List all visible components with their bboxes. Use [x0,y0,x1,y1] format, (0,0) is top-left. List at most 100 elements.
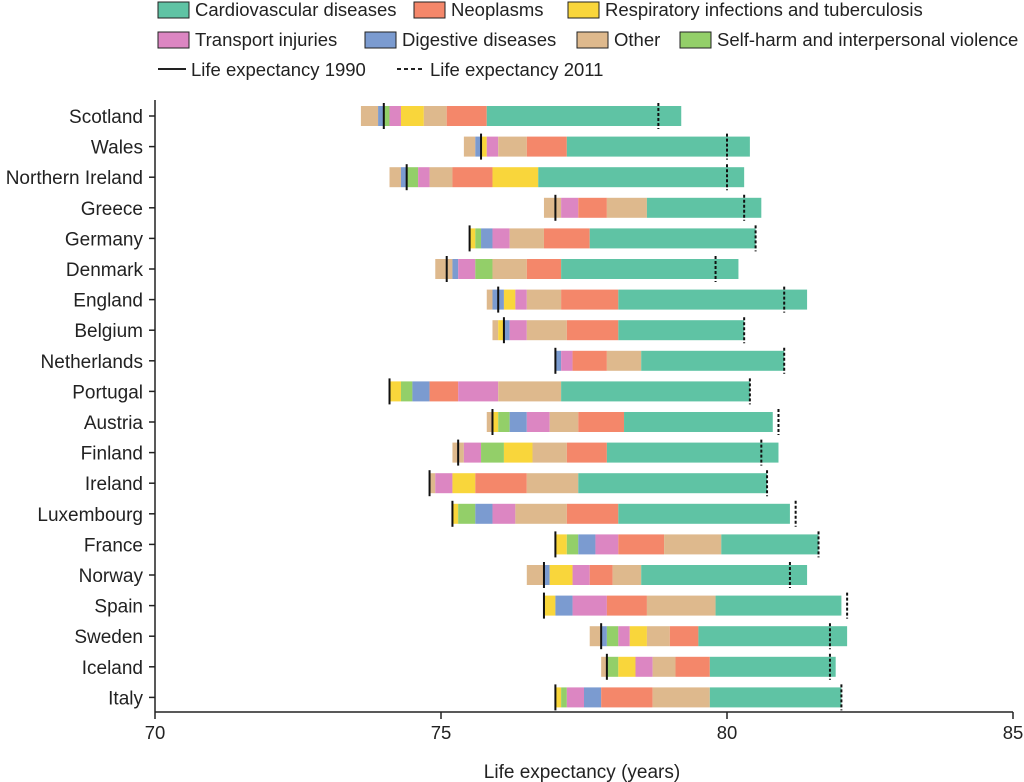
bar-iceland-respiratory-infections-and-tuberculosis-2 [618,656,636,677]
bar-germany-other-4 [509,228,544,249]
bar-greece-other-3 [606,197,647,218]
bar-austria-respiratory-infections-and-tuberculosis-1 [492,412,499,432]
category-label-iceland: Iceland [82,658,143,679]
bar-belgium-other-0 [492,320,499,341]
bar-germany-digestive-diseases-2 [481,228,493,249]
row-greece: Greece [81,194,762,221]
bar-austria-neoplasms-6 [578,412,625,432]
bar-finland-neoplasms-5 [566,442,607,463]
bar-luxembourg-other-4 [515,503,567,524]
bar-germany-self-harm-and-interpersonal-violence-1 [475,228,482,249]
row-sweden: Sweden [74,623,848,650]
bar-greece-other-0 [543,197,562,218]
category-label-austria: Austria [84,413,144,434]
legend: Cardiovascular diseases Neoplasms Respirat… [157,0,1018,80]
bar-france-cardiovascular-diseases-6 [721,534,819,555]
bar-greece-cardiovascular-diseases-4 [646,197,762,218]
bar-denmark-transport-injuries-2 [458,259,476,279]
bar-spain-neoplasms-3 [606,595,647,616]
bar-belgium-transport-injuries-3 [509,320,527,341]
bar-italy-cardiovascular-diseases-6 [709,687,842,708]
bar-sweden-digestive-diseases-1 [601,626,607,647]
row-england: England [73,286,808,313]
bar-norway-other-5 [612,565,642,585]
bar-germany-respiratory-infections-and-tuberculosis-0 [469,228,476,249]
category-label-france: France [84,535,143,556]
bar-iceland-self-harm-and-interpersonal-violence-1 [606,656,619,677]
bar-wales-cardiovascular-diseases-6 [566,136,750,157]
bar-spain-other-4 [646,595,716,616]
bar-greece-neoplasms-2 [578,197,607,218]
bar-italy-self-harm-and-interpersonal-violence-1 [561,687,567,708]
bar-portugal-cardiovascular-diseases-6 [561,381,750,402]
bar-iceland-transport-injuries-3 [635,656,653,677]
bar-scotland-other-5 [423,106,447,126]
bars: Scotland Wales Northern Ireland Greece Germa… [6,103,849,711]
legend-swatch-cardiovascular-diseases [157,1,190,19]
bar-italy-transport-injuries-2 [566,687,584,708]
bar-france-transport-injuries-3 [595,534,619,555]
bar-belgium-respiratory-infections-and-tuberculosis-1 [498,320,504,341]
bar-northern-ireland-other-4 [429,167,453,188]
bar-norway-cardiovascular-diseases-6 [641,565,808,585]
bar-sweden-transport-injuries-3 [618,626,630,647]
bar-spain-digestive-diseases-1 [555,595,573,616]
row-iceland: Iceland [82,653,836,680]
bar-finland-transport-injuries-1 [463,442,482,463]
bar-sweden-respiratory-infections-and-tuberculosis-4 [629,626,647,647]
bar-denmark-self-harm-and-interpersonal-violence-3 [475,259,493,279]
bar-northern-ireland-neoplasms-5 [452,167,493,188]
bar-norway-neoplasms-4 [589,565,613,585]
row-spain: Spain [94,592,849,619]
bar-austria-other-5 [549,412,579,432]
row-belgium: Belgium [74,317,746,344]
bar-sweden-other-5 [646,626,670,647]
bar-wales-digestive-diseases-1 [475,136,482,157]
legend-label-neoplasms: Neoplasms [451,0,544,20]
row-ireland: Ireland [85,470,769,497]
legend-swatch-digestive-diseases [364,31,397,49]
category-label-spain: Spain [94,597,143,618]
bar-northern-ireland-self-harm-and-interpersonal-violence-2 [406,167,419,188]
bar-finland-respiratory-infections-and-tuberculosis-3 [503,442,533,463]
x-tick-label-70: 70 [145,722,166,743]
bar-france-neoplasms-4 [618,534,665,555]
bar-scotland-respiratory-infections-and-tuberculosis-4 [400,106,424,126]
bar-sweden-self-harm-and-interpersonal-violence-2 [606,626,619,647]
bar-denmark-cardiovascular-diseases-6 [561,259,739,279]
bar-finland-cardiovascular-diseases-6 [606,442,779,463]
bar-luxembourg-transport-injuries-3 [492,503,516,524]
bar-ireland-transport-injuries-1 [435,473,453,494]
legend-label-1990: Life expectancy 1990 [191,59,366,80]
legend-swatch-respiratory-infections-and-tuberculosis [567,1,600,19]
bar-germany-cardiovascular-diseases-6 [589,228,756,249]
bar-ireland-other-4 [526,473,579,494]
x-tick-label-80: 80 [717,722,738,743]
row-germany: Germany [65,225,757,252]
bar-northern-ireland-respiratory-infections-and-tuberculosis-6 [492,167,539,188]
bar-wales-other-0 [463,136,476,157]
bar-england-other-0 [486,289,493,310]
bar-england-respiratory-infections-and-tuberculosis-2 [503,289,516,310]
bar-scotland-cardiovascular-diseases-7 [486,106,682,126]
legend-label-self-harm-and-interpersonal-violence: Self-harm and interpersonal violence [717,29,1018,50]
legend-label-respiratory-infections-and-tuberculosis: Respiratory infections and tuberculosis [605,0,923,20]
category-label-ireland: Ireland [85,474,143,495]
bar-scotland-digestive-diseases-1 [378,106,384,126]
bar-ireland-cardiovascular-diseases-5 [578,473,768,494]
bar-sweden-other-0 [589,626,602,647]
bar-portugal-neoplasms-3 [429,381,459,402]
category-label-sweden: Sweden [74,627,143,648]
bar-spain-cardiovascular-diseases-5 [715,595,842,616]
bar-norway-transport-injuries-3 [572,565,590,585]
bar-portugal-other-5 [498,381,562,402]
category-label-wales: Wales [91,138,143,159]
legend-label-2011: Life expectancy 2011 [430,59,603,80]
bar-france-other-5 [664,534,722,555]
bar-austria-other-0 [486,412,493,432]
bar-norway-digestive-diseases-1 [543,565,550,585]
row-wales: Wales [91,133,750,160]
category-label-finland: Finland [81,444,143,465]
bar-finland-self-harm-and-interpersonal-violence-2 [481,442,504,463]
